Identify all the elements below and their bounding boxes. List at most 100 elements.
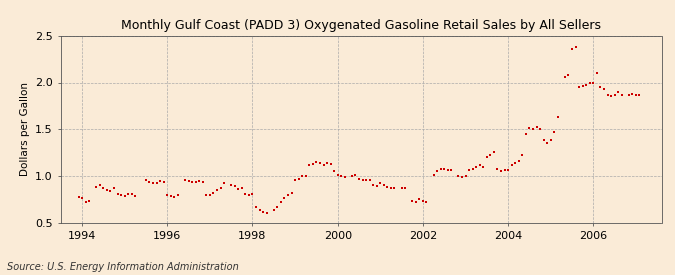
Point — [485, 153, 495, 158]
Point — [475, 163, 485, 167]
Point — [194, 178, 205, 183]
Point — [439, 166, 450, 171]
Point — [130, 193, 140, 198]
Point — [538, 138, 549, 143]
Point — [258, 210, 269, 215]
Point — [236, 186, 247, 190]
Point — [240, 192, 251, 196]
Point — [225, 183, 236, 188]
Point — [500, 168, 510, 173]
Point — [84, 199, 95, 204]
Point — [165, 193, 176, 198]
Point — [169, 194, 180, 199]
Point — [77, 195, 88, 200]
Point — [318, 163, 329, 167]
Point — [233, 187, 244, 191]
Point — [155, 178, 165, 183]
Point — [467, 166, 478, 171]
Point — [414, 197, 425, 202]
Point — [560, 75, 570, 79]
Point — [545, 138, 556, 143]
Point — [492, 166, 503, 171]
Point — [570, 45, 581, 49]
Text: Source: U.S. Energy Information Administration: Source: U.S. Energy Information Administ… — [7, 262, 238, 272]
Point — [535, 127, 545, 131]
Point — [585, 81, 595, 86]
Point — [470, 164, 481, 169]
Point — [379, 183, 389, 188]
Point — [357, 178, 368, 182]
Point — [279, 196, 290, 201]
Point — [531, 125, 542, 130]
Point — [580, 83, 591, 87]
Point — [407, 199, 418, 204]
Point — [201, 192, 212, 197]
Point — [410, 200, 421, 204]
Point — [481, 155, 492, 160]
Point — [517, 153, 528, 158]
Point — [456, 175, 467, 179]
Point — [346, 174, 357, 178]
Point — [350, 173, 361, 177]
Point — [322, 161, 333, 165]
Point — [211, 188, 222, 192]
Point — [595, 85, 606, 89]
Point — [91, 185, 102, 189]
Point — [495, 169, 506, 174]
Point — [503, 168, 514, 173]
Point — [250, 205, 261, 209]
Point — [634, 92, 645, 97]
Point — [364, 178, 375, 182]
Point — [272, 205, 283, 209]
Point — [382, 185, 393, 189]
Point — [489, 150, 500, 154]
Point — [187, 179, 198, 184]
Point — [183, 178, 194, 183]
Point — [197, 179, 208, 184]
Point — [112, 192, 123, 196]
Point — [311, 160, 322, 164]
Point — [126, 192, 137, 196]
Point — [73, 194, 84, 199]
Point — [552, 115, 563, 119]
Point — [105, 189, 116, 193]
Point — [566, 47, 577, 51]
Title: Monthly Gulf Coast (PADD 3) Oxygenated Gasoline Retail Sales by All Sellers: Monthly Gulf Coast (PADD 3) Oxygenated G… — [121, 19, 601, 32]
Point — [510, 161, 520, 165]
Point — [627, 92, 638, 96]
Point — [360, 178, 371, 182]
Point — [577, 84, 588, 89]
Point — [101, 188, 112, 192]
Point — [247, 192, 258, 196]
Point — [613, 90, 624, 94]
Point — [80, 200, 91, 204]
Point — [385, 186, 396, 190]
Point — [421, 200, 432, 204]
Point — [283, 192, 294, 197]
Point — [371, 184, 382, 188]
Point — [599, 87, 610, 91]
Point — [602, 92, 613, 97]
Point — [460, 174, 471, 178]
Point — [269, 207, 279, 212]
Point — [307, 162, 318, 166]
Point — [389, 186, 400, 190]
Point — [332, 173, 343, 177]
Y-axis label: Dollars per Gallon: Dollars per Gallon — [20, 82, 30, 176]
Point — [119, 193, 130, 198]
Point — [435, 167, 446, 172]
Point — [396, 186, 407, 190]
Point — [261, 211, 272, 216]
Point — [208, 191, 219, 195]
Point — [478, 164, 489, 169]
Point — [290, 178, 300, 182]
Point — [315, 161, 325, 165]
Point — [173, 192, 184, 197]
Point — [219, 180, 230, 185]
Point — [230, 184, 240, 188]
Point — [190, 179, 201, 184]
Point — [159, 179, 169, 184]
Point — [563, 73, 574, 77]
Point — [591, 71, 602, 75]
Point — [400, 186, 410, 190]
